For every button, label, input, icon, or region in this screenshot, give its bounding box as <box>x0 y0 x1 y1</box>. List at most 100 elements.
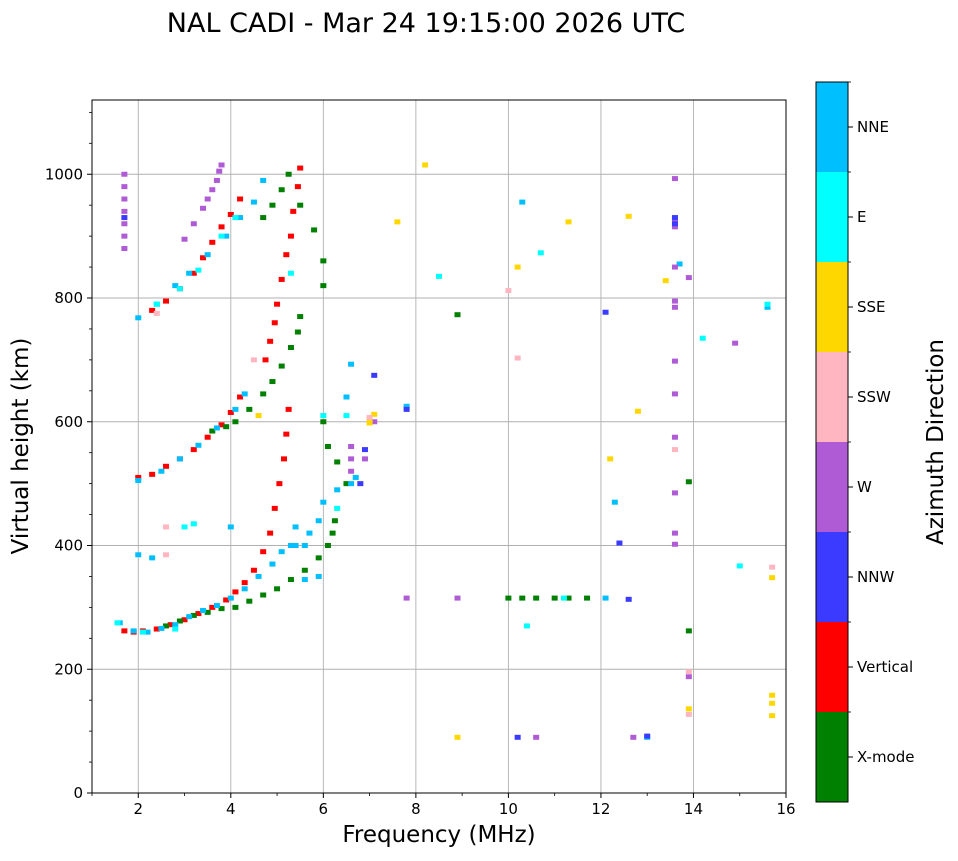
data-point <box>262 357 269 363</box>
data-point <box>533 734 540 740</box>
data-point <box>163 463 170 469</box>
chart-title: NAL CADI - Mar 24 19:15:00 2026 UTC <box>167 8 685 39</box>
x-tick-label: 8 <box>411 800 421 818</box>
data-point <box>218 606 225 612</box>
data-point <box>285 171 292 177</box>
data-point <box>403 595 410 601</box>
data-point <box>200 205 207 211</box>
data-point <box>671 541 678 547</box>
data-point <box>514 355 521 361</box>
data-point <box>121 246 128 251</box>
data-point <box>292 543 299 548</box>
data-point <box>519 595 526 601</box>
data-point <box>685 706 692 712</box>
data-point <box>294 184 301 190</box>
data-point <box>290 208 297 214</box>
data-point <box>519 199 526 205</box>
data-point <box>514 734 521 740</box>
data-point <box>121 184 128 190</box>
data-point <box>283 252 290 258</box>
data-point <box>218 233 225 239</box>
data-point <box>329 530 336 536</box>
data-point <box>172 283 179 289</box>
data-point <box>514 264 521 270</box>
colorbar-tick-label: SSW <box>857 388 891 406</box>
y-tick-label: 200 <box>54 660 83 678</box>
trace-x-mode <box>163 171 692 634</box>
data-point <box>246 406 253 412</box>
trace-ssw <box>153 288 776 717</box>
data-point <box>121 171 128 177</box>
data-point <box>306 530 313 536</box>
data-point <box>297 202 304 208</box>
data-point <box>334 505 341 511</box>
data-point <box>422 162 429 168</box>
colorbar: X-mode Vertical NNW W SSW SSE E NNE <box>815 81 914 803</box>
data-point <box>287 543 294 548</box>
data-point <box>158 625 165 631</box>
data-point <box>348 444 355 449</box>
data-point <box>269 561 276 567</box>
x-tick-label: 4 <box>226 800 236 818</box>
data-point <box>454 312 461 318</box>
data-point <box>209 239 216 245</box>
data-point <box>260 549 267 555</box>
data-point <box>163 524 170 530</box>
data-point <box>505 288 512 294</box>
data-point <box>523 623 530 629</box>
data-point <box>186 270 193 276</box>
data-point <box>271 320 278 326</box>
data-point <box>320 499 327 505</box>
data-point <box>278 549 285 555</box>
data-point <box>671 176 678 182</box>
data-point <box>611 499 618 505</box>
data-point <box>204 196 211 202</box>
data-point <box>315 555 322 561</box>
data-point <box>190 270 197 276</box>
data-point <box>241 391 248 397</box>
data-point <box>186 614 193 620</box>
data-point <box>285 406 292 412</box>
data-point <box>190 221 197 227</box>
data-point <box>671 447 678 453</box>
data-point <box>278 363 285 369</box>
data-point <box>232 604 239 610</box>
data-point <box>260 592 267 598</box>
data-point <box>671 264 678 270</box>
data-point <box>195 442 202 448</box>
data-point <box>204 434 211 440</box>
data-point <box>204 252 211 258</box>
data-point <box>190 521 197 527</box>
colorbar-tick-label: NNE <box>857 118 889 136</box>
colorbar-segment <box>816 712 848 802</box>
data-point <box>267 530 274 536</box>
data-point <box>204 609 211 615</box>
y-tick-label: 0 <box>73 784 83 802</box>
data-point <box>616 540 623 546</box>
data-point <box>732 340 739 346</box>
colorbar-tick-label: Vertical <box>857 658 913 676</box>
data-point <box>297 165 304 171</box>
data-point <box>357 481 364 487</box>
data-point <box>135 474 142 480</box>
data-point <box>769 564 776 570</box>
data-point <box>699 335 706 341</box>
data-point <box>114 620 121 626</box>
data-point <box>343 413 350 419</box>
data-point <box>250 199 257 205</box>
data-point <box>671 221 678 227</box>
colorbar-segment <box>816 532 848 622</box>
data-point <box>139 629 146 635</box>
data-point <box>671 391 678 397</box>
colorbar-tick-label: SSE <box>857 298 886 316</box>
data-point <box>200 255 207 261</box>
colorbar-frame <box>815 81 849 803</box>
data-point <box>255 573 262 579</box>
data-point <box>237 394 244 400</box>
data-point <box>565 219 572 225</box>
data-point <box>176 456 183 462</box>
data-point <box>454 595 461 601</box>
data-point <box>324 543 331 548</box>
